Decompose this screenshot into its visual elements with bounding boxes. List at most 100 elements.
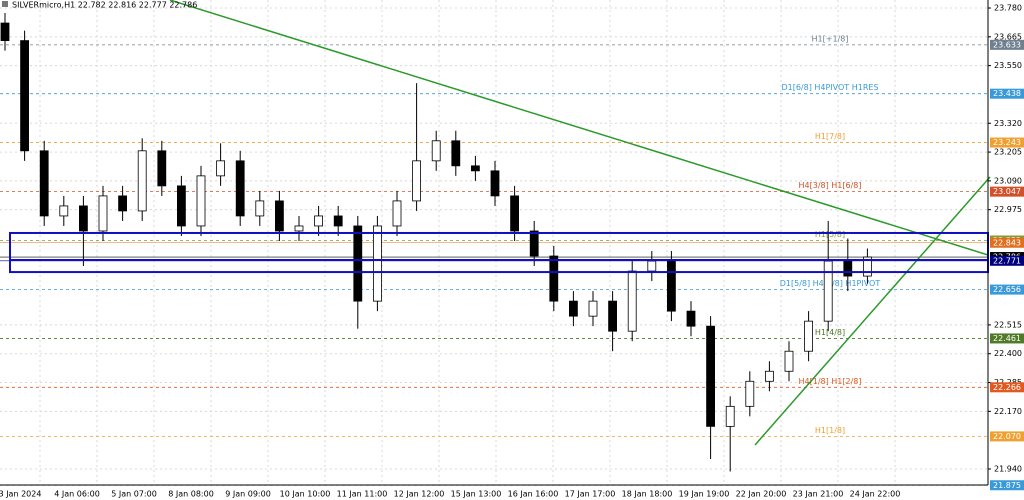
candle-body — [412, 160, 422, 202]
candle-body — [274, 200, 284, 232]
y-tick-label: 23.090 — [994, 176, 1022, 185]
y-tick-label: 22.400 — [994, 349, 1022, 358]
price-label: 22.656 — [993, 285, 1021, 294]
y-tick-label: 23.205 — [994, 148, 1022, 157]
x-tick-label: 9 Jan 09:00 — [225, 490, 271, 499]
candle-body — [706, 325, 715, 427]
candles — [0, 13, 872, 472]
price-label: 22.771 — [993, 256, 1021, 265]
price-box — [990, 382, 1024, 393]
candle-body — [569, 300, 578, 317]
x-tick-label: 8 Jan 08:00 — [168, 490, 214, 499]
y-tick-label: 21.940 — [994, 464, 1022, 473]
y-tick-label: 23.665 — [994, 32, 1022, 41]
x-tick-label: 11 Jan 11:00 — [337, 490, 388, 499]
candle-body — [235, 160, 245, 217]
x-tick-label: 12 Jan 12:00 — [394, 490, 445, 499]
x-tick-label: 5 Jan 07:00 — [111, 490, 157, 499]
price-label: 21.875 — [993, 481, 1021, 490]
level-label: H1[5/8] — [815, 230, 845, 239]
price-box — [990, 255, 1024, 266]
y-tick-label: 22.975 — [994, 205, 1022, 214]
x-tick-label: 24 Jan 22:00 — [850, 490, 901, 499]
candle-body — [451, 140, 461, 167]
price-box — [990, 88, 1024, 99]
x-tick-label: 15 Jan 13:00 — [451, 490, 502, 499]
price-box — [990, 284, 1024, 295]
price-label: 22.070 — [993, 432, 1021, 441]
candle-body — [627, 270, 637, 332]
candle-body — [0, 22, 10, 41]
trend-line — [754, 176, 991, 446]
price-label: 22.461 — [993, 334, 1021, 343]
price-label: 23.243 — [993, 138, 1021, 147]
candle-body — [431, 140, 441, 162]
x-tick-label: 10 Jan 10:00 — [280, 490, 331, 499]
candle-body — [765, 370, 774, 382]
candle-body — [784, 350, 794, 372]
candle-body — [333, 215, 343, 227]
candle-body — [20, 40, 30, 152]
price-box — [990, 431, 1024, 442]
level-label: H1[7/8] — [815, 132, 845, 141]
candle-body — [667, 260, 676, 312]
x-tick-label: 4 Jan 06:00 — [54, 490, 100, 499]
candle-body — [823, 260, 833, 322]
price-label: 23.438 — [993, 89, 1021, 98]
candle-body — [392, 200, 402, 227]
candle-body — [39, 150, 49, 217]
price-box — [990, 333, 1024, 344]
trend-line — [169, 0, 989, 256]
x-tick-label: 22 Jan 20:00 — [736, 490, 787, 499]
price-label: 22.266 — [993, 383, 1021, 392]
level-label: D1[6/8] H4PIVOT H1RES — [781, 83, 878, 92]
y-tick-label: 22.515 — [994, 320, 1022, 329]
y-tick-label: 22.170 — [994, 407, 1022, 416]
candle-body — [804, 320, 813, 352]
candle-body — [294, 225, 304, 232]
candle-body — [196, 175, 206, 227]
candle-body — [725, 405, 735, 427]
grid — [0, 0, 988, 485]
candle-body — [79, 205, 88, 232]
price-label: 22.843 — [993, 238, 1021, 247]
price-box — [990, 480, 1024, 491]
candle-body — [549, 255, 559, 302]
candle-body — [608, 300, 617, 332]
candle-body — [863, 256, 872, 277]
price-box — [990, 39, 1024, 50]
level-label: H4[1/8] H1[2/8] — [799, 377, 862, 386]
candle-body — [176, 185, 186, 227]
level-label: H1[+1/8] — [812, 34, 849, 43]
candle-body — [118, 195, 127, 212]
candle-body — [98, 195, 108, 232]
candle-body — [686, 310, 696, 327]
price-label: 23.633 — [993, 40, 1021, 49]
candle-body — [137, 150, 147, 212]
price-axis: 23.780 23.665 23.550 23.320 23.205 23.090 22.9… — [0, 4, 1024, 499]
candle-body — [59, 205, 69, 217]
candle-body — [255, 200, 265, 217]
chart-title: SILVERmicro,H1 22.782 22.816 22.777 22.7… — [12, 1, 197, 10]
price-box — [990, 186, 1024, 197]
candle-body — [843, 260, 853, 277]
level-label: H1[1/8] — [815, 426, 845, 435]
candle-body — [510, 195, 520, 232]
y-tick-label: 23.550 — [994, 61, 1022, 70]
x-tick-label: 19 Jan 19:00 — [679, 490, 730, 499]
candle-body — [490, 170, 500, 197]
price-box — [990, 137, 1024, 148]
x-tick-label: 17 Jan 17:00 — [565, 490, 616, 499]
x-tick-label: 23 Jan 21:00 — [793, 490, 844, 499]
y-tick-label: 23.780 — [994, 4, 1022, 13]
candle-body — [745, 380, 755, 407]
level-label: H1[4/8] — [815, 328, 845, 337]
x-tick-label: 16 Jan 16:00 — [508, 490, 559, 499]
candle-body — [372, 225, 382, 302]
candle-body — [588, 300, 598, 317]
candle-body — [647, 260, 657, 272]
candle-body — [314, 215, 324, 227]
candle-body — [157, 150, 167, 187]
